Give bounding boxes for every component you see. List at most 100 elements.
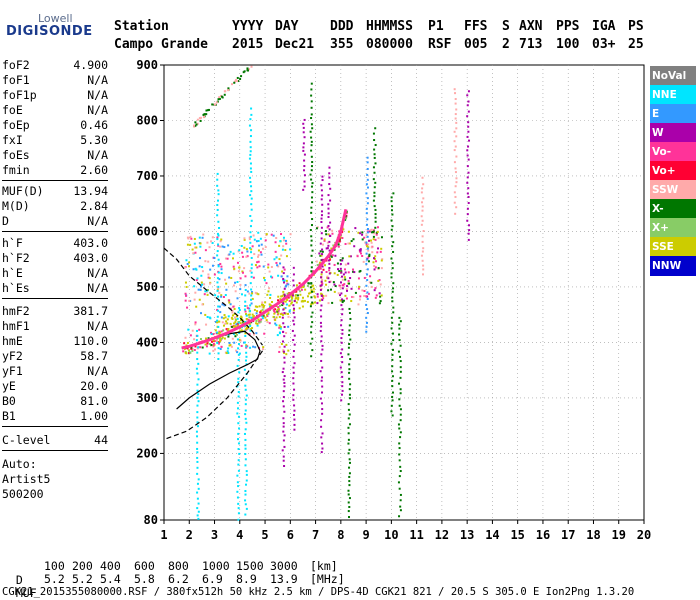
echo-point [455, 206, 458, 209]
echo-point [199, 288, 202, 291]
echo-point [258, 321, 261, 324]
echo-point [374, 266, 377, 269]
echo-point [390, 342, 393, 345]
echo-point [359, 249, 362, 252]
echo-point [286, 292, 289, 295]
echo-point [217, 325, 220, 328]
echo-point [368, 281, 371, 284]
echo-point [347, 426, 350, 429]
echo-point [219, 240, 222, 243]
echo-point [312, 290, 315, 293]
header-label-ps: PS [628, 19, 644, 34]
echo-point [341, 308, 344, 311]
echo-point [235, 78, 238, 81]
echo-point [291, 294, 294, 297]
echo-point [237, 321, 240, 324]
echo-point [239, 78, 242, 81]
echo-point [244, 458, 247, 461]
echo-point [245, 313, 248, 316]
echo-point [188, 261, 191, 264]
echo-point [370, 246, 373, 249]
echo-point [256, 322, 259, 325]
echo-point [398, 333, 401, 336]
echo-point [358, 285, 361, 288]
echo-point [234, 290, 237, 293]
echo-point [292, 284, 295, 287]
legend-item-e: E [650, 104, 696, 124]
echo-point [231, 337, 234, 340]
header-value-s: 2 [502, 37, 510, 52]
echo-point [270, 233, 273, 236]
echo-point [391, 205, 394, 208]
echo-point [218, 226, 221, 229]
param-row: MUF(D) 13.94 [2, 184, 108, 198]
echo-point [320, 419, 323, 422]
header-value-pps: 100 [556, 37, 580, 52]
echo-point [398, 327, 401, 330]
echo-point [318, 261, 321, 264]
echo-point [229, 250, 232, 253]
echo-point [300, 288, 303, 291]
y-tick-label: 600 [136, 224, 158, 238]
echo-point [331, 232, 334, 235]
echo-point [250, 316, 253, 319]
echo-point [339, 263, 342, 266]
param-row: hmE 110.0 [2, 334, 108, 348]
echo-point [238, 371, 241, 374]
header-value-ps: 25 [628, 37, 644, 52]
echo-point [398, 447, 401, 450]
echo-point [250, 107, 253, 110]
echo-point [348, 255, 351, 258]
echo-point [282, 302, 285, 305]
echo-point [244, 513, 247, 516]
echo-point [244, 444, 247, 447]
logo-digisonde: DIGISONDE [6, 24, 93, 39]
echo-point [206, 341, 209, 344]
echo-point [194, 251, 197, 254]
echo-point [244, 453, 247, 456]
echo-point [220, 265, 223, 268]
echo-point [246, 250, 249, 253]
echo-point [285, 255, 288, 258]
echo-point [250, 185, 253, 188]
footer-muf-value-unit: [MHz] [310, 572, 345, 586]
echo-point [366, 218, 369, 221]
echo-point [237, 395, 240, 398]
echo-point [266, 321, 269, 324]
echo-point [212, 342, 215, 345]
header-value-hhmmss: 080000 [366, 37, 413, 52]
echo-point [198, 298, 201, 301]
echo-point [360, 252, 363, 255]
echo-point [197, 362, 200, 365]
echo-point [454, 167, 457, 170]
echo-point [292, 377, 295, 380]
echo-point [251, 327, 254, 330]
echo-point [377, 237, 380, 240]
x-tick-label: 19 [612, 528, 626, 542]
echo-point [209, 268, 212, 271]
echo-point [303, 180, 306, 183]
echo-point [246, 69, 249, 72]
echo-point [328, 272, 331, 275]
echo-point [243, 246, 246, 249]
echo-point [320, 402, 323, 405]
echo-point [220, 238, 223, 241]
echo-point [347, 408, 350, 411]
echo-point [282, 277, 285, 280]
echo-point [195, 123, 198, 126]
echo-point [302, 142, 305, 145]
echo-point [228, 301, 231, 304]
echo-point [455, 121, 458, 124]
echo-point [372, 261, 375, 264]
echo-point [259, 311, 262, 314]
echo-point [226, 322, 229, 325]
echo-point [250, 197, 253, 200]
echo-point [320, 284, 323, 287]
echo-point [193, 349, 196, 352]
echo-point [251, 291, 254, 294]
param-row: foF1 N/A [2, 73, 108, 87]
echo-point [367, 260, 370, 263]
echo-point [390, 257, 393, 260]
echo-point [310, 149, 313, 152]
echo-point [468, 139, 471, 142]
